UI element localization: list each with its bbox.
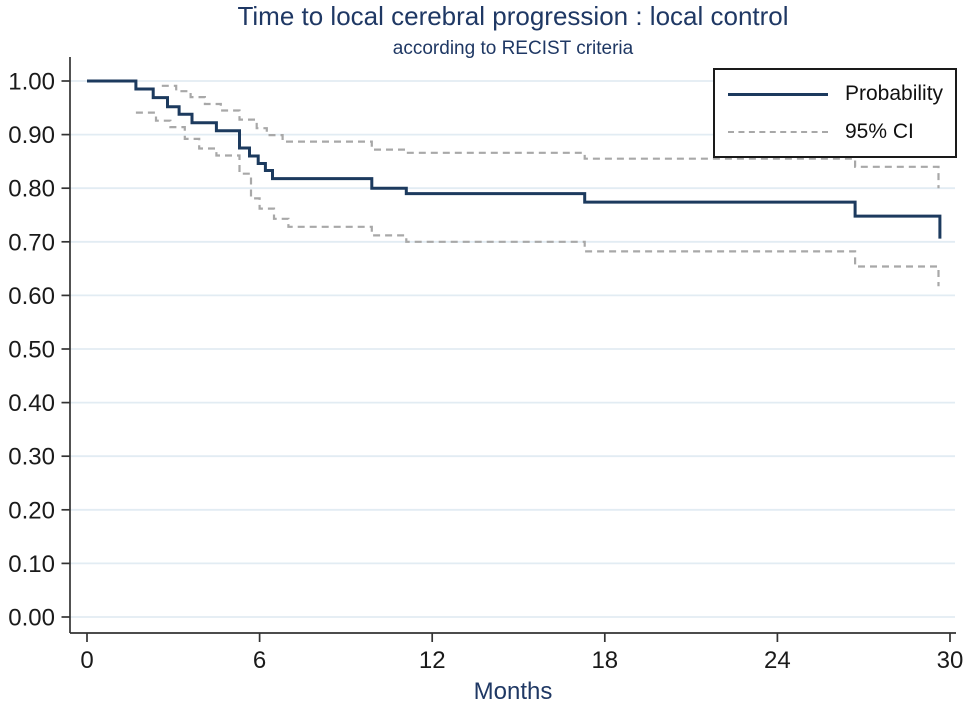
y-tick-label: 0.00: [8, 605, 55, 632]
y-tick-label: 0.60: [8, 283, 55, 310]
ci-lower-curve: [135, 111, 940, 287]
x-tick-label: 0: [80, 647, 93, 674]
ci-line-swatch: [728, 131, 828, 133]
x-tick-label: 12: [419, 647, 446, 674]
y-tick-label: 0.10: [8, 551, 55, 578]
probability-line-swatch: [728, 92, 828, 96]
x-axis-title: Months: [473, 678, 553, 705]
x-tick-label: 6: [253, 647, 266, 674]
y-tick-label: 0.50: [8, 337, 55, 364]
y-tick-label: 1.00: [8, 69, 55, 96]
y-tick-label: 0.70: [8, 229, 55, 256]
x-tick-label: 24: [764, 647, 791, 674]
legend-label: 95% CI: [845, 120, 914, 143]
x-tick-label: 30: [937, 647, 964, 674]
legend-item-probability: Probability: [715, 82, 955, 106]
chart-subtitle: according to RECIST criteria: [392, 38, 634, 59]
legend-label: Probability: [845, 82, 944, 105]
y-tick-label: 0.90: [8, 122, 55, 149]
ci-upper-curve: [161, 84, 940, 189]
legend: Probability 95% CI: [713, 68, 957, 158]
legend-item-ci: 95% CI: [715, 120, 955, 144]
probability-curve: [87, 79, 942, 239]
x-tick-label: 18: [591, 647, 618, 674]
chart-title: Time to local cerebral progression : loc…: [237, 1, 789, 31]
y-tick-label: 0.30: [8, 444, 55, 471]
y-tick-label: 0.80: [8, 176, 55, 203]
y-tick-label: 0.40: [8, 390, 55, 417]
y-tick-label: 0.20: [8, 497, 55, 524]
